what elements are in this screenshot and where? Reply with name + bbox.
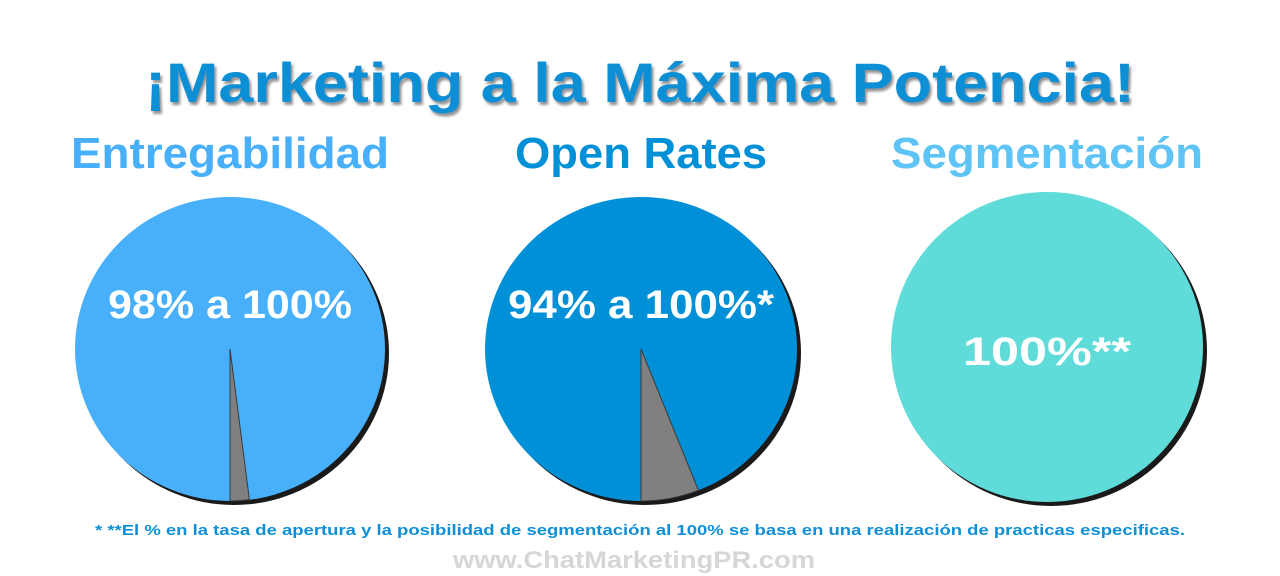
pie-slice-main [891, 192, 1203, 502]
pie-title: Segmentación [891, 129, 1203, 178]
pie-value-label: 94% a 100%* [508, 283, 774, 327]
watermark: www.ChatMarketingPR.com [452, 547, 815, 574]
pie-value-label: 98% a 100% [108, 283, 352, 327]
footnote: * **El % en la tasa de apertura y la pos… [95, 522, 1185, 539]
main-title: ¡Marketing a la Máxima Potencia! [145, 51, 1135, 114]
pie-value-label: 100%** [963, 330, 1132, 374]
pie-chart-3: Segmentación 100%** [891, 129, 1207, 506]
pie-title: Open Rates [515, 129, 767, 178]
pie-slice-remainder [640, 348, 700, 502]
pie-slice-remainder [229, 348, 250, 502]
pie-title: Entregabilidad [71, 129, 389, 178]
pie-chart-2: Open Rates 94% a 100%* [485, 129, 801, 505]
pie-chart-1: Entregabilidad 98% a 100% [71, 129, 389, 505]
